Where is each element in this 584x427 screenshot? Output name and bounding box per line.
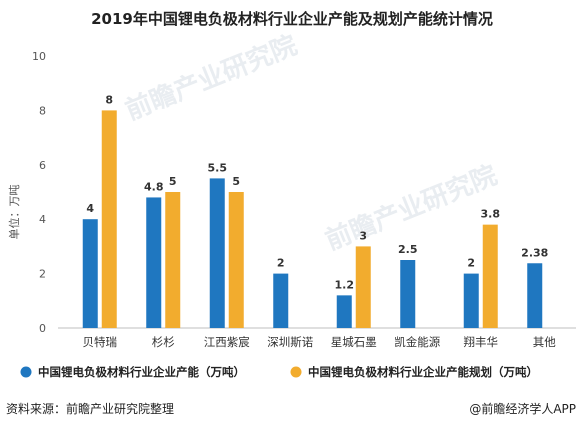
- bar: [209, 178, 225, 328]
- y-tick-label: 4: [39, 213, 46, 226]
- bar: [273, 273, 289, 328]
- y-tick-label: 0: [39, 322, 46, 335]
- x-tick-label: 深圳斯诺: [267, 335, 313, 349]
- chart-labels: 贝特瑞 4 8 杉杉 4.8 5 江西紫宸 5.5 5 深圳斯诺 2 星城石墨 1.2 3 凯金能源 2.5 翔…: [83, 93, 557, 349]
- bar: [400, 260, 416, 328]
- x-tick-label: 其他: [533, 335, 556, 349]
- chart-bars: [82, 110, 543, 329]
- credit-note: @前瞻经济学人APP: [469, 402, 576, 416]
- y-tick-label: 2: [39, 268, 46, 281]
- data-label: 2: [467, 257, 475, 270]
- x-tick-label: 江西紫宸: [204, 335, 250, 349]
- x-tick-label: 杉杉: [152, 335, 175, 349]
- bar: [527, 263, 543, 328]
- data-label: 2: [277, 257, 285, 270]
- legend-marker: [20, 366, 32, 378]
- bar: [463, 273, 479, 328]
- data-label: 4: [86, 202, 94, 215]
- data-label: 5: [169, 175, 177, 188]
- x-tick-label: 凯金能源: [394, 335, 440, 349]
- x-tick-label: 翔丰华: [464, 335, 499, 349]
- watermark-text: 前瞻产业研究院: [321, 160, 501, 257]
- data-label: 3: [359, 229, 367, 242]
- data-label: 4.8: [144, 180, 164, 193]
- y-axis-title: 单位：万吨: [7, 185, 21, 240]
- data-label: 5.5: [208, 161, 228, 174]
- legend-label: 中国锂电负极材料行业企业产能（万吨）: [38, 365, 245, 379]
- data-label: 2.38: [521, 246, 548, 259]
- legend-marker: [290, 366, 302, 378]
- bar: [146, 197, 162, 328]
- chart-legend: 中国锂电负极材料行业企业产能（万吨） 中国锂电负极材料行业企业产能规划（万吨）: [20, 365, 538, 379]
- data-label: 8: [105, 93, 113, 106]
- x-tick-label: 星城石墨: [331, 335, 377, 349]
- y-tick-label: 6: [39, 159, 46, 172]
- bar: [482, 224, 498, 328]
- data-label: 1.2: [335, 278, 355, 291]
- bar: [336, 295, 352, 328]
- bar: [228, 192, 244, 328]
- y-tick-label: 10: [32, 50, 46, 63]
- bar: [165, 192, 181, 328]
- data-label: 2.5: [398, 243, 418, 256]
- bar: [355, 246, 371, 328]
- chart-title: 2019年中国锂电负极材料行业企业产能及规划产能统计情况: [91, 10, 493, 28]
- source-note: 资料来源：前瞻产业研究院整理: [6, 402, 175, 416]
- data-label: 5: [232, 175, 240, 188]
- watermark-text: 前瞻产业研究院: [121, 30, 301, 127]
- bar: [82, 219, 98, 328]
- data-label: 3.8: [481, 208, 501, 221]
- y-tick-label: 8: [39, 104, 46, 117]
- bar: [101, 110, 117, 329]
- legend-label: 中国锂电负极材料行业企业产能规划（万吨）: [308, 365, 538, 379]
- x-tick-label: 贝特瑞: [83, 335, 118, 349]
